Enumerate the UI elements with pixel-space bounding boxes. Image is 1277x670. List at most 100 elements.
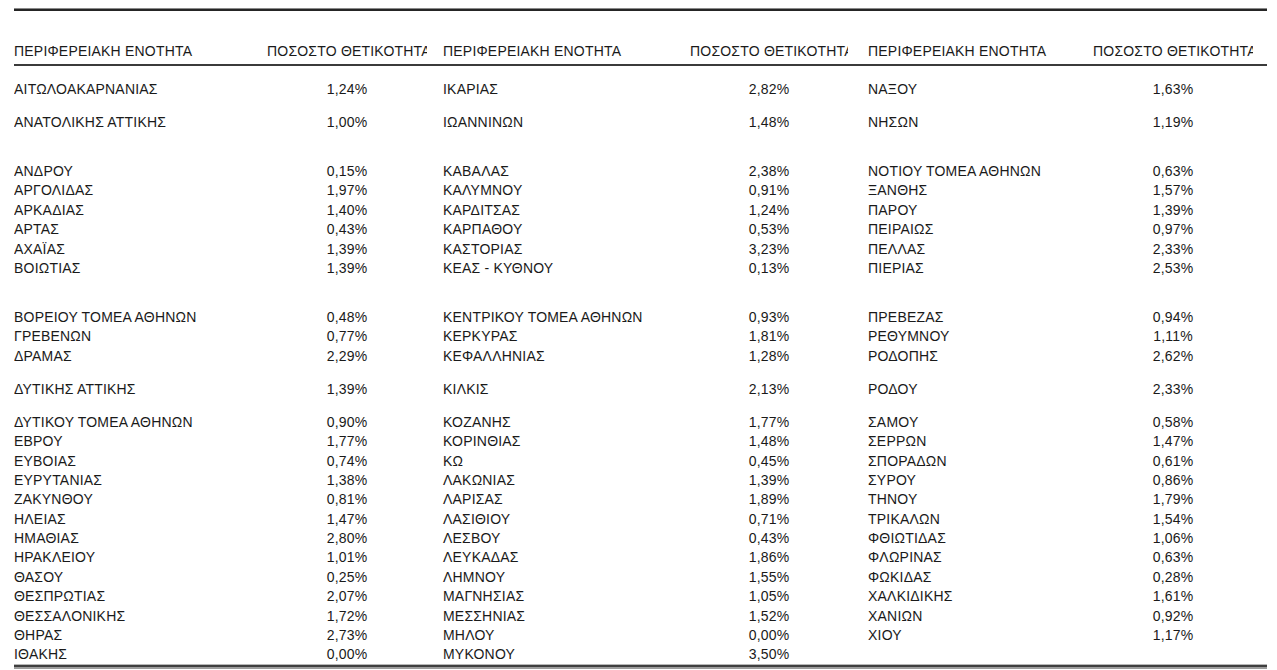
positivity-cell: 1,54% (1093, 510, 1253, 529)
positivity-cell: 1,39% (267, 240, 427, 259)
region-cell: ΖΑΚΥΝΘΟΥ (14, 490, 267, 509)
region-cell: ΑΡΤΑΣ (14, 220, 267, 239)
positivity-cell: 0,15% (267, 162, 427, 181)
region-cell: ΜΗΛΟΥ (427, 626, 690, 645)
positivity-cell: 1,57% (1093, 181, 1253, 200)
positivity-cell: 2,33% (1093, 240, 1253, 259)
region-cell: ΑΧΑΪΑΣ (14, 240, 267, 259)
positivity-cell: 0,94% (1093, 308, 1253, 327)
region-cell: ΤΗΝΟΥ (848, 490, 1093, 509)
region-cell: ΚΑΣΤΟΡΙΑΣ (427, 240, 690, 259)
table-row: ΕΒΡΟΥ 1,77% ΚΟΡΙΝΘΙΑΣ 1,48% ΣΕΡΡΩΝ 1,47% (14, 432, 1267, 451)
positivity-cell: 1,47% (1093, 432, 1253, 451)
column-header-region-3: ΠΕΡΙΦΕΡΕΙΑΚΗ ΕΝΟΤΗΤΑ (848, 42, 1093, 61)
positivity-cell: 1,81% (690, 327, 848, 346)
positivity-cell: 0,77% (267, 327, 427, 346)
region-cell: ΑΡΓΟΛΙΔΑΣ (14, 181, 267, 200)
region-cell: ΡΟΔΟΠΗΣ (848, 347, 1093, 366)
positivity-cell: 1,77% (690, 413, 848, 432)
table-row: ΑΡΤΑΣ 0,43% ΚΑΡΠΑΘΟΥ 0,53% ΠΕΙΡΑΙΩΣ 0,97… (14, 220, 1267, 239)
region-cell: ΔΥΤΙΚΗΣ ΑΤΤΙΚΗΣ (14, 380, 267, 399)
region-cell: ΝΑΞΟΥ (848, 80, 1093, 99)
table-row: ΘΕΣΣΑΛΟΝΙΚΗΣ 1,72% ΜΕΣΣΗΝΙΑΣ 1,52% ΧΑΝΙΩ… (14, 606, 1267, 625)
region-cell: ΣΥΡΟΥ (848, 471, 1093, 490)
table-row: ΒΟΙΩΤΙΑΣ 1,39% ΚΕΑΣ - ΚΥΘΝΟΥ 0,13% ΠΙΕΡΙ… (14, 259, 1267, 278)
region-cell: ΗΛΕΙΑΣ (14, 510, 267, 529)
region-cell: ΚΙΛΚΙΣ (427, 380, 690, 399)
positivity-cell: 0,58% (1093, 413, 1253, 432)
table-row: ΑΝΔΡΟΥ 0,15% ΚΑΒΑΛΑΣ 2,38% ΝΟΤΙΟΥ ΤΟΜΕΑ … (14, 132, 1267, 181)
region-cell: ΛΕΥΚΑΔΑΣ (427, 548, 690, 567)
region-cell: ΛΗΜΝΟΥ (427, 568, 690, 587)
table-row: ΔΥΤΙΚΗΣ ΑΤΤΙΚΗΣ 1,39% ΚΙΛΚΙΣ 2,13% ΡΟΔΟΥ… (14, 366, 1267, 399)
region-cell: ΞΑΝΘΗΣ (848, 181, 1093, 200)
positivity-cell: 2,38% (690, 162, 848, 181)
positivity-cell: 3,23% (690, 240, 848, 259)
region-cell: ΚΑΛΥΜΝΟΥ (427, 181, 690, 200)
positivity-cell: 0,43% (690, 529, 848, 548)
region-cell: ΜΕΣΣΗΝΙΑΣ (427, 607, 690, 626)
positivity-cell: 2,53% (1093, 259, 1253, 278)
region-cell: ΧΑΛΚΙΔΙΚΗΣ (848, 587, 1093, 606)
positivity-cell: 2,29% (267, 347, 427, 366)
positivity-cell: 1,86% (690, 548, 848, 567)
region-cell: ΚΕΦΑΛΛΗΝΙΑΣ (427, 347, 690, 366)
table-row: ΑΧΑΪΑΣ 1,39% ΚΑΣΤΟΡΙΑΣ 3,23% ΠΕΛΛΑΣ 2,33… (14, 239, 1267, 258)
positivity-cell: 0,93% (690, 308, 848, 327)
table-row: ΕΥΡΥΤΑΝΙΑΣ 1,38% ΛΑΚΩΝΙΑΣ 1,39% ΣΥΡΟΥ 0,… (14, 471, 1267, 490)
positivity-cell: 1,77% (267, 432, 427, 451)
positivity-cell: 1,63% (1093, 80, 1253, 99)
region-cell: ΚΑΒΑΛΑΣ (427, 162, 690, 181)
region-cell: ΘΕΣΠΡΩΤΙΑΣ (14, 587, 267, 606)
region-cell: ΝΗΣΩΝ (848, 113, 1093, 132)
table-row: ΑΙΤΩΛΟΑΚΑΡΝΑΝΙΑΣ 1,24% ΙΚΑΡΙΑΣ 2,82% ΝΑΞ… (14, 66, 1267, 99)
region-cell: ΛΕΣΒΟΥ (427, 529, 690, 548)
positivity-cell: 1,24% (690, 201, 848, 220)
table-row: ΙΘΑΚΗΣ 0,00% ΜΥΚΟΝΟΥ 3,50% (14, 645, 1267, 664)
positivity-cell: 0,71% (690, 510, 848, 529)
positivity-cell: 1,39% (267, 380, 427, 399)
region-cell: ΝΟΤΙΟΥ ΤΟΜΕΑ ΑΘΗΝΩΝ (848, 162, 1093, 181)
region-cell: ΦΘΙΩΤΙΔΑΣ (848, 529, 1093, 548)
positivity-cell: 2,73% (267, 626, 427, 645)
region-cell: ΠΑΡΟΥ (848, 201, 1093, 220)
region-cell: ΚΟΡΙΝΘΙΑΣ (427, 432, 690, 451)
positivity-cell: 1,61% (1093, 587, 1253, 606)
positivity-cell: 2,82% (690, 80, 848, 99)
region-cell: ΧΑΝΙΩΝ (848, 607, 1093, 626)
region-cell: ΚΑΡΔΙΤΣΑΣ (427, 201, 690, 220)
table-row: ΖΑΚΥΝΘΟΥ 0,81% ΛΑΡΙΣΑΣ 1,89% ΤΗΝΟΥ 1,79% (14, 490, 1267, 509)
table-row: ΗΡΑΚΛΕΙΟΥ 1,01% ΛΕΥΚΑΔΑΣ 1,86% ΦΛΩΡΙΝΑΣ … (14, 548, 1267, 567)
table-body: ΑΙΤΩΛΟΑΚΑΡΝΑΝΙΑΣ 1,24% ΙΚΑΡΙΑΣ 2,82% ΝΑΞ… (14, 66, 1267, 664)
region-cell: ΚΩ (427, 452, 690, 471)
positivity-cell: 1,24% (267, 80, 427, 99)
positivity-cell: 1,72% (267, 607, 427, 626)
region-cell: ΚΑΡΠΑΘΟΥ (427, 220, 690, 239)
positivity-cell: 1,06% (1093, 529, 1253, 548)
table-row: ΔΡΑΜΑΣ 2,29% ΚΕΦΑΛΛΗΝΙΑΣ 1,28% ΡΟΔΟΠΗΣ 2… (14, 346, 1267, 365)
region-cell: ΠΕΙΡΑΙΩΣ (848, 220, 1093, 239)
table-header-row: ΠΕΡΙΦΕΡΕΙΑΚΗ ΕΝΟΤΗΤΑ ΠΟΣΟΣΤΟ ΘΕΤΙΚΟΤΗΤΑΣ… (14, 11, 1267, 64)
positivity-table-page: ΠΕΡΙΦΕΡΕΙΑΚΗ ΕΝΟΤΗΤΑ ΠΟΣΟΣΤΟ ΘΕΤΙΚΟΤΗΤΑΣ… (14, 0, 1267, 669)
positivity-cell: 1,38% (267, 471, 427, 490)
region-cell: ΑΝΑΤΟΛΙΚΗΣ ΑΤΤΙΚΗΣ (14, 113, 267, 132)
region-cell: ΤΡΙΚΑΛΩΝ (848, 510, 1093, 529)
table-row: ΕΥΒΟΙΑΣ 0,74% ΚΩ 0,45% ΣΠΟΡΑΔΩΝ 0,61% (14, 451, 1267, 470)
positivity-cell: 2,33% (1093, 380, 1253, 399)
positivity-cell: 0,28% (1093, 568, 1253, 587)
positivity-cell: 0,63% (1093, 548, 1253, 567)
positivity-cell: 1,79% (1093, 490, 1253, 509)
table-row: ΒΟΡΕΙΟΥ ΤΟΜΕΑ ΑΘΗΝΩΝ 0,48% ΚΕΝΤΡΙΚΟΥ ΤΟΜ… (14, 278, 1267, 327)
positivity-cell: 1,19% (1093, 113, 1253, 132)
region-cell: ΕΒΡΟΥ (14, 432, 267, 451)
region-cell: ΔΡΑΜΑΣ (14, 347, 267, 366)
positivity-cell: 2,13% (690, 380, 848, 399)
region-cell: ΛΑΣΙΘΙΟΥ (427, 510, 690, 529)
positivity-cell: 0,90% (267, 413, 427, 432)
region-cell: ΘΗΡΑΣ (14, 626, 267, 645)
bottom-rule (14, 664, 1267, 669)
positivity-cell: 0,61% (1093, 452, 1253, 471)
positivity-cell: 1,28% (690, 347, 848, 366)
region-cell: ΑΡΚΑΔΙΑΣ (14, 201, 267, 220)
region-cell: ΘΕΣΣΑΛΟΝΙΚΗΣ (14, 607, 267, 626)
